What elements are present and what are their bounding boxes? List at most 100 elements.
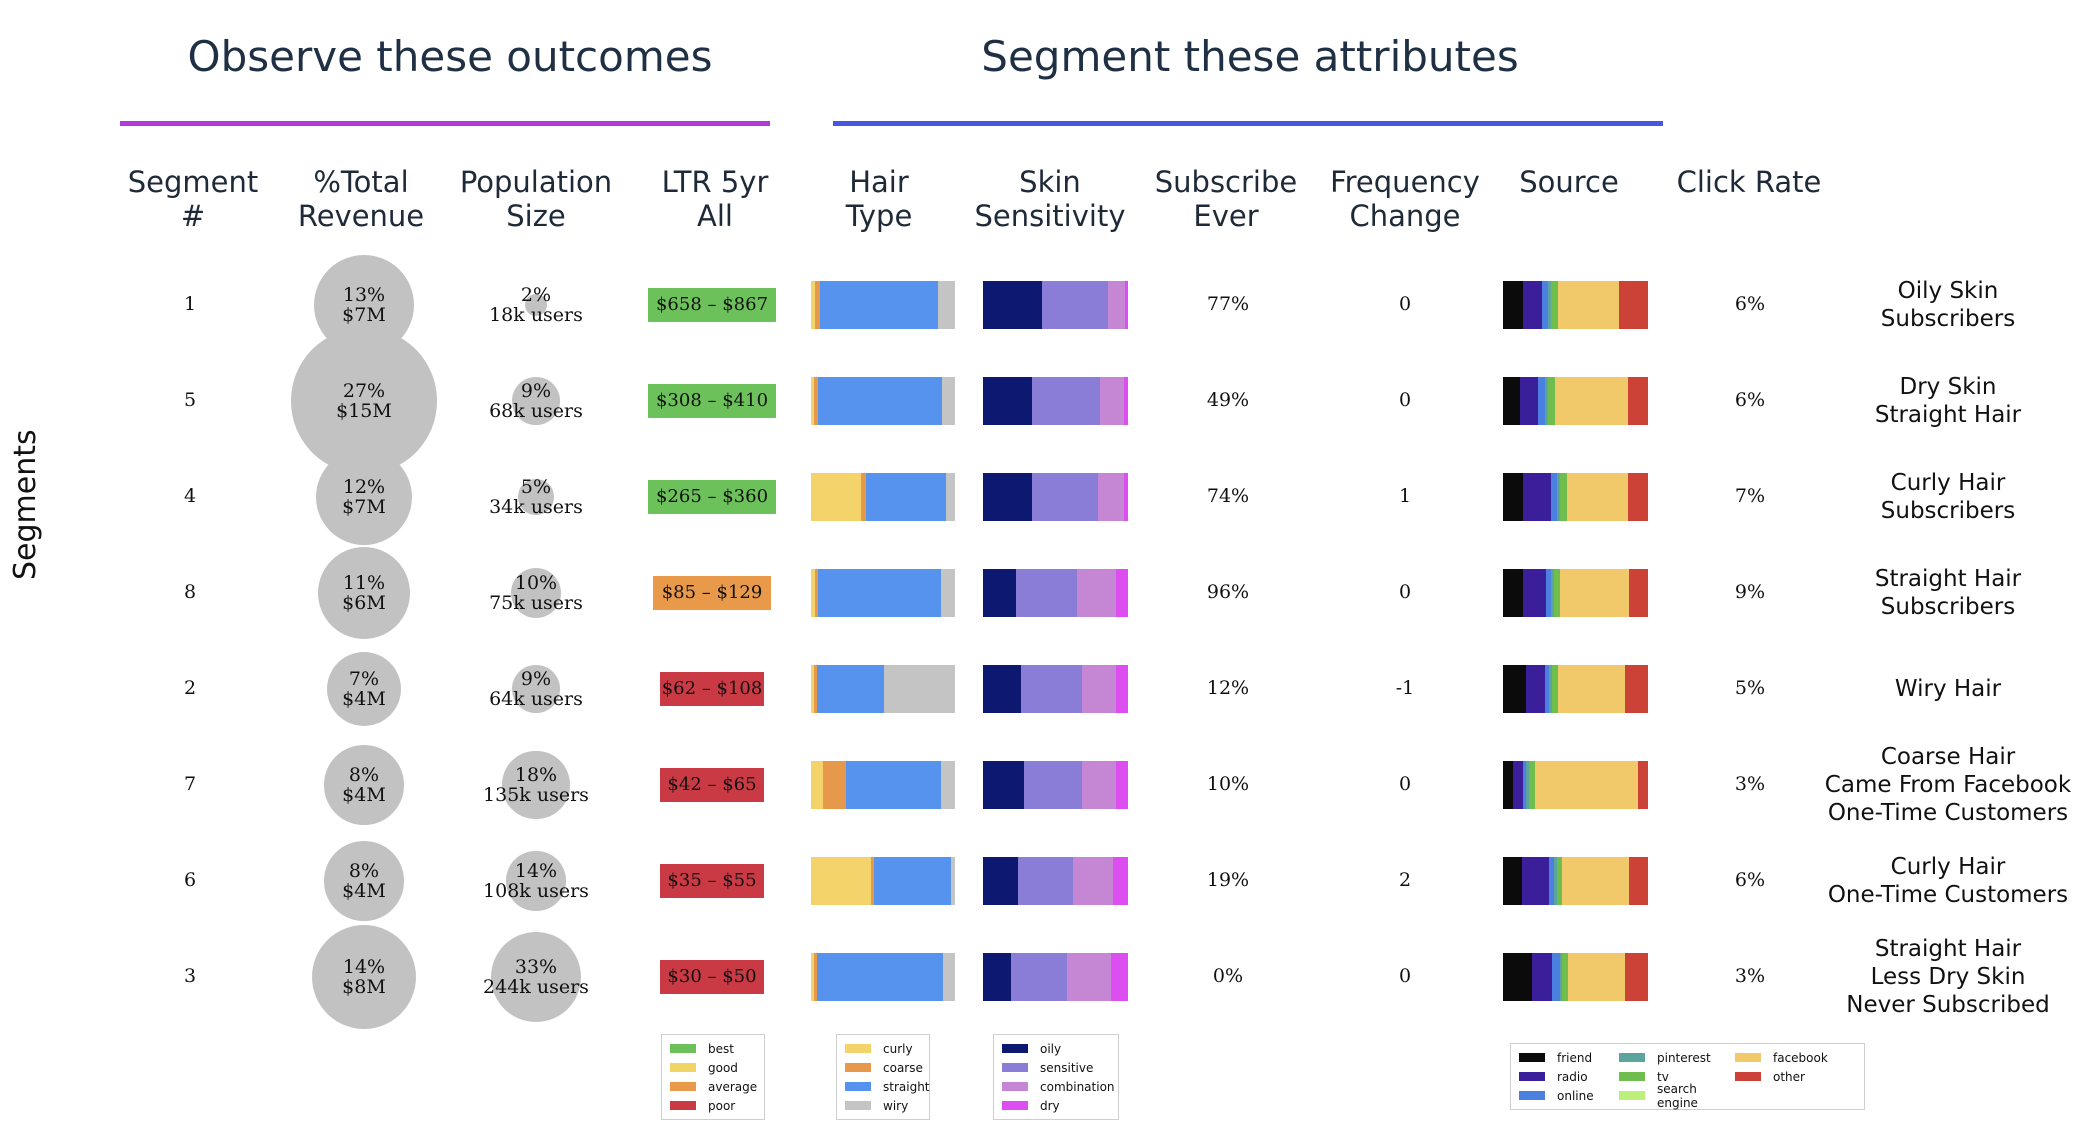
legend-swatch [1619,1053,1645,1062]
revenue-label: 8% $4M [304,861,424,901]
legend-item: average [670,1077,757,1096]
column-header: Source [1519,165,1619,199]
source-legend-column: facebook other [1735,1048,1828,1105]
hair-type-bar-segment-curly [811,377,814,425]
skin-sensitivity-bar-segment-oily [983,761,1024,809]
legend-label: dry [1040,1098,1060,1113]
subscribe-ever-value: 49% [1206,389,1250,411]
source-bar-segment-radio [1521,857,1550,905]
legend-label: friend [1557,1050,1593,1065]
revenue-percent: 8% [348,860,380,882]
hair-type-bar-segment-coarse [813,665,817,713]
legend-item: curly [845,1039,921,1058]
revenue-label: 8% $4M [304,765,424,805]
source-bar-segment-facebook [1562,857,1630,905]
legend-label: search engine [1657,1081,1698,1110]
revenue-label: 27% $15M [304,381,424,421]
source-bar-segment-other [1624,665,1648,713]
segment-number: 2 [183,677,197,699]
legend-swatch [1519,1053,1545,1062]
column-header: Subscribe Ever [1154,165,1298,233]
source-bar-segment-other [1637,761,1648,809]
ltr-badge: $42 – $65 [660,768,764,802]
skin-sensitivity-bar [983,569,1128,617]
revenue-percent: 13% [342,284,386,306]
legend-item: sensitive [1002,1058,1110,1077]
legend-swatch [1619,1072,1645,1081]
source-bar-segment-other [1627,377,1648,425]
segment-number: 4 [183,485,197,507]
segment-description: Oily Skin Subscribers [1880,278,2016,332]
legend-item: coarse [845,1058,923,1077]
legend-label: online [1557,1088,1594,1103]
source-bar-segment-pinterest [1550,569,1554,617]
legend-swatch [1619,1091,1645,1100]
subscribe-ever-value: 0% [1212,965,1244,987]
hair-type-bar-segment-coarse [815,569,819,617]
frequency-change-value: 0 [1398,773,1412,795]
skin-sensitivity-bar-segment-oily [983,377,1033,425]
subscribe-ever-value: 10% [1206,773,1250,795]
attributes-title: Segment these attributes [981,32,1519,81]
skin-sensitivity-bar-segment-sensitive [1042,281,1108,329]
hair-type-bar-segment-straight [845,761,941,809]
source-bar [1503,953,1648,1001]
legend-item: online [1519,1086,1619,1105]
revenue-bubble [315,448,413,546]
hair-type-bar-segment-straight [819,281,938,329]
population-label: 5% 34k users [456,477,616,517]
legend-label: facebook [1773,1050,1828,1065]
skin-sensitivity-bar-segment-dry [1123,377,1128,425]
source-bar-segment-pinterest [1549,665,1553,713]
ltr-badge: $85 – $129 [653,576,771,610]
column-header: Hair Type [845,165,913,233]
population-label: 9% 64k users [456,669,616,709]
hair-type-bar-segment-wiry [950,857,955,905]
legend-label: combination [1040,1079,1115,1094]
legend-swatch [1002,1044,1028,1053]
column-header: LTR 5yr All [661,165,769,233]
source-bar-segment-radio [1523,473,1551,521]
legend-item: straight [845,1077,930,1096]
skin-sensitivity-bar-segment-sensitive [1016,569,1078,617]
skin-sensitivity-bar-segment-dry [1116,761,1128,809]
skin-sensitivity-bar-segment-combination [1097,473,1124,521]
source-bar [1503,857,1648,905]
legend-swatch [670,1101,696,1110]
population-users: 34k users [489,496,583,518]
population-percent: 9% [520,380,552,402]
source-bar-segment-facebook [1558,281,1619,329]
population-users: 18k users [489,304,583,326]
source-bar-segment-friend [1503,857,1522,905]
source-bar-segment-other [1618,281,1648,329]
segment-number: 1 [183,293,197,315]
frequency-change-value: 0 [1398,293,1412,315]
skin-sensitivity-bar-segment-combination [1081,761,1117,809]
population-label: 2% 18k users [456,285,616,325]
skin-sensitivity-bar [983,953,1128,1001]
population-bubble [512,665,560,713]
segment-number: 5 [183,389,197,411]
population-percent: 2% [520,284,552,306]
revenue-percent: 8% [348,764,380,786]
population-label: 18% 135k users [456,765,616,805]
frequency-change-value: 0 [1398,389,1412,411]
source-bar-segment-facebook [1558,665,1625,713]
hair-type-bar-segment-wiry [937,281,955,329]
population-users: 244k users [483,976,589,998]
hair-type-bar-segment-wiry [942,377,955,425]
source-bar-segment-tv [1529,761,1535,809]
source-legend: friend radio online pinterest tv search engin… [1510,1043,1865,1110]
ltr-badge: $265 – $360 [648,480,776,514]
population-bubble [502,751,570,819]
hair-type-bar-segment-coarse [815,281,820,329]
ltr-badge: $658 – $867 [648,288,776,322]
source-bar-segment-friend [1503,665,1527,713]
source-bar-segment-online [1552,953,1560,1001]
skin-sensitivity-bar-segment-sensitive [1032,473,1098,521]
revenue-label: 13% $7M [304,285,424,325]
population-bubble [511,568,561,618]
source-bar-segment-other [1629,857,1648,905]
skin-sensitivity-bar-segment-dry [1125,281,1128,329]
legend-swatch [1519,1091,1545,1100]
